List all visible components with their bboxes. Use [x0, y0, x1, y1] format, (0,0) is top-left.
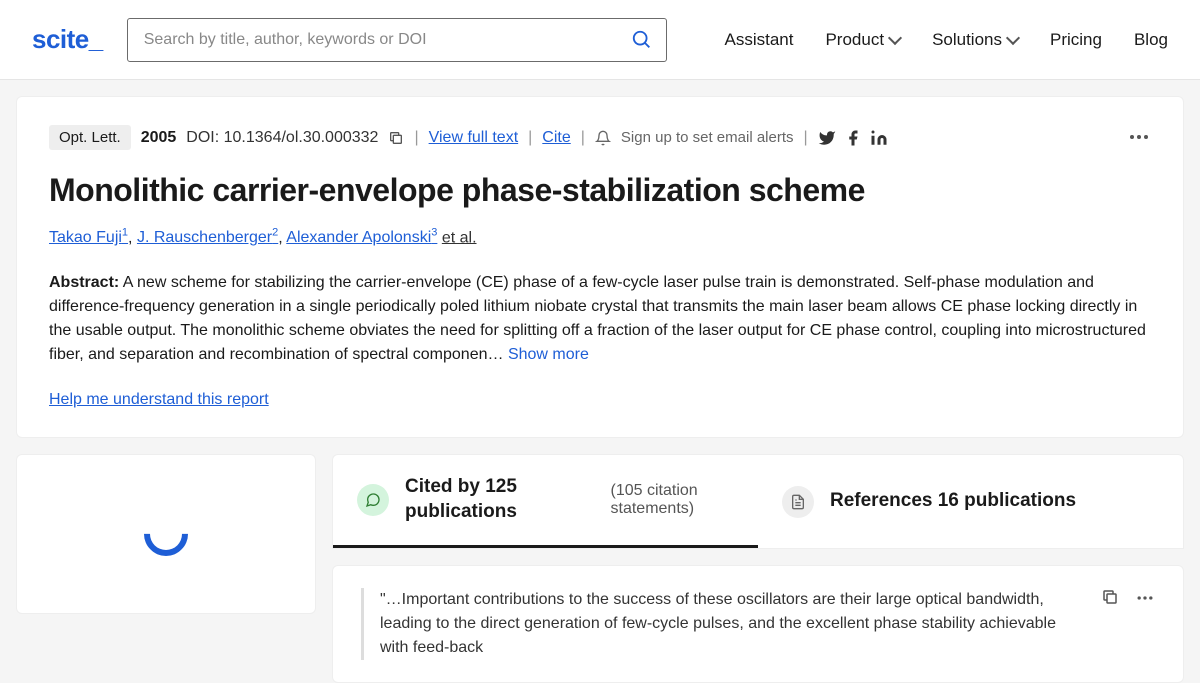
nav-pricing[interactable]: Pricing: [1050, 30, 1102, 50]
separator: |: [528, 129, 532, 147]
chat-icon: [357, 484, 389, 516]
meta-row: Opt. Lett. 2005 DOI: 10.1364/ol.30.00033…: [49, 125, 1151, 150]
search-icon[interactable]: [631, 29, 653, 51]
side-panel: [16, 454, 316, 614]
etal-link[interactable]: et al.: [442, 229, 477, 246]
author-name: Takao Fuji: [49, 229, 122, 246]
author-link[interactable]: J. Rauschenberger2: [137, 229, 278, 246]
nav-product-label: Product: [825, 30, 884, 50]
nav-product[interactable]: Product: [825, 30, 900, 50]
abstract-label: Abstract:: [49, 274, 119, 291]
alert-text[interactable]: Sign up to set email alerts: [621, 129, 794, 146]
tab-cited-by[interactable]: Cited by 125 publications (105 citation …: [333, 455, 758, 547]
author-name: Alexander Apolonski: [286, 229, 431, 246]
author-aff: 1: [122, 227, 128, 239]
copy-citation-icon[interactable]: [1101, 588, 1119, 608]
copy-doi-icon[interactable]: [388, 130, 404, 146]
nav-assistant[interactable]: Assistant: [724, 30, 793, 50]
document-icon: [782, 486, 814, 518]
journal-badge: Opt. Lett.: [49, 125, 131, 150]
citation-card: "…Important contributions to the success…: [332, 565, 1184, 683]
tab-references-title: References 16 publications: [830, 489, 1076, 514]
author-aff: 2: [272, 227, 278, 239]
loading-spinner: [135, 503, 197, 565]
social-icons: [818, 129, 888, 147]
citation-text: "…Important contributions to the success…: [361, 588, 1061, 660]
more-menu-icon[interactable]: [1127, 125, 1151, 149]
abstract: Abstract: A new scheme for stabilizing t…: [49, 271, 1151, 367]
chevron-down-icon: [1006, 30, 1020, 44]
logo[interactable]: scite_: [32, 24, 103, 55]
tabs: Cited by 125 publications (105 citation …: [332, 454, 1184, 548]
author-aff: 3: [431, 227, 437, 239]
author-link[interactable]: Takao Fuji1: [49, 229, 128, 246]
nav-solutions[interactable]: Solutions: [932, 30, 1018, 50]
header: scite_ Assistant Product Solutions Prici…: [0, 0, 1200, 80]
abstract-text: A new scheme for stabilizing the carrier…: [49, 274, 1146, 363]
show-more-button[interactable]: Show more: [508, 346, 589, 363]
view-full-text-link[interactable]: View full text: [429, 129, 519, 147]
tab-text: Cited by 125 publications: [405, 475, 567, 524]
paper-card: Opt. Lett. 2005 DOI: 10.1364/ol.30.00033…: [16, 96, 1184, 438]
nav-blog[interactable]: Blog: [1134, 30, 1168, 50]
twitter-icon[interactable]: [818, 129, 836, 147]
authors: Takao Fuji1, J. Rauschenberger2, Alexand…: [49, 227, 1151, 247]
cite-link[interactable]: Cite: [542, 129, 570, 147]
author-name: J. Rauschenberger: [137, 229, 272, 246]
tab-cited-sub: (105 citation statements): [611, 482, 735, 518]
facebook-icon[interactable]: [844, 129, 862, 147]
separator: |: [581, 129, 585, 147]
chevron-down-icon: [888, 30, 902, 44]
tab-references[interactable]: References 16 publications: [758, 455, 1183, 547]
help-understand-link[interactable]: Help me understand this report: [49, 391, 1151, 409]
citation-actions: [1101, 588, 1155, 608]
author-link[interactable]: Alexander Apolonski3: [286, 229, 437, 246]
year: 2005: [141, 129, 177, 147]
tab-cited-title: Cited by 125 publications: [405, 475, 567, 524]
nav-solutions-label: Solutions: [932, 30, 1002, 50]
bell-icon[interactable]: [595, 130, 611, 146]
search-input[interactable]: [127, 18, 667, 62]
linkedin-icon[interactable]: [870, 129, 888, 147]
content-row: Cited by 125 publications (105 citation …: [16, 454, 1184, 682]
main-panel: Cited by 125 publications (105 citation …: [332, 454, 1184, 682]
paper-title: Monolithic carrier-envelope phase-stabil…: [49, 172, 1151, 209]
doi-text: DOI: 10.1364/ol.30.000332: [186, 129, 378, 147]
nav: Assistant Product Solutions Pricing Blog: [724, 30, 1168, 50]
search-wrapper: [127, 18, 667, 62]
citation-more-icon[interactable]: [1135, 588, 1155, 608]
separator: |: [804, 129, 808, 147]
separator: |: [414, 129, 418, 147]
